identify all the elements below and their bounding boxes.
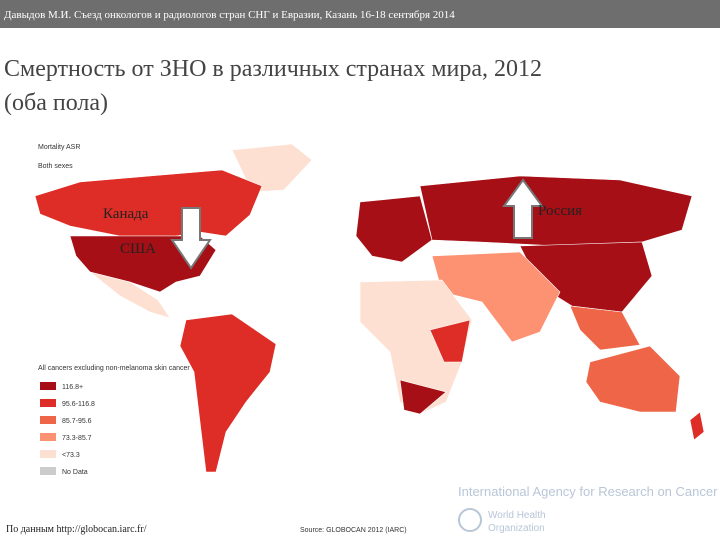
map-caption: Mortality ASR <box>38 144 80 151</box>
map-label: США <box>120 241 156 257</box>
legend-label: 73.3-85.7 <box>62 435 92 442</box>
legend-label: <73.3 <box>62 452 80 459</box>
source: Source: GLOBOCAN 2012 (IARC) <box>300 527 407 534</box>
header-bar <box>0 0 720 28</box>
southeast-asia <box>569 305 641 351</box>
who: World Health <box>488 510 546 521</box>
legend-title: All cancers excluding non-melanoma skin … <box>38 365 190 372</box>
europe <box>355 195 433 263</box>
south-america <box>179 313 277 473</box>
who: Organization <box>488 523 545 534</box>
world-map <box>34 143 705 473</box>
legend-label: 95.6-116.8 <box>62 401 95 408</box>
legend-swatch <box>40 382 56 390</box>
legend-label: 85.7-95.6 <box>62 418 92 425</box>
legend-swatch <box>40 450 56 458</box>
map-label: Россия <box>538 203 582 219</box>
mexico <box>89 271 171 319</box>
legend-label: No Data <box>62 469 88 476</box>
australia <box>585 345 681 413</box>
map-label: Канада <box>103 206 149 222</box>
legend-swatch <box>40 433 56 441</box>
agency: International Agency for Research on Can… <box>458 484 718 499</box>
canada <box>34 169 263 237</box>
legend-swatch <box>40 399 56 407</box>
south-africa <box>399 379 447 415</box>
header-text: Давыдов М.И. Съезд онкологов и радиолого… <box>4 9 455 21</box>
title: (оба пола) <box>4 90 108 116</box>
africa <box>359 279 473 415</box>
legend-swatch <box>40 416 56 424</box>
legend-label: 116.8+ <box>62 384 83 391</box>
source: По данным http://globocan.iarc.fr/ <box>6 524 147 535</box>
arrow-up <box>502 178 544 239</box>
legend: All cancers excluding non-melanoma skin … <box>38 365 190 476</box>
east-africa <box>429 319 471 363</box>
legend-swatch <box>40 467 56 475</box>
arrow-down <box>170 207 212 270</box>
map-caption: Both sexes <box>38 163 73 170</box>
new-zealand <box>689 411 705 441</box>
title: Смертность от ЗНО в различных странах ми… <box>4 56 542 82</box>
who-logo <box>458 508 482 532</box>
russia <box>419 175 693 247</box>
